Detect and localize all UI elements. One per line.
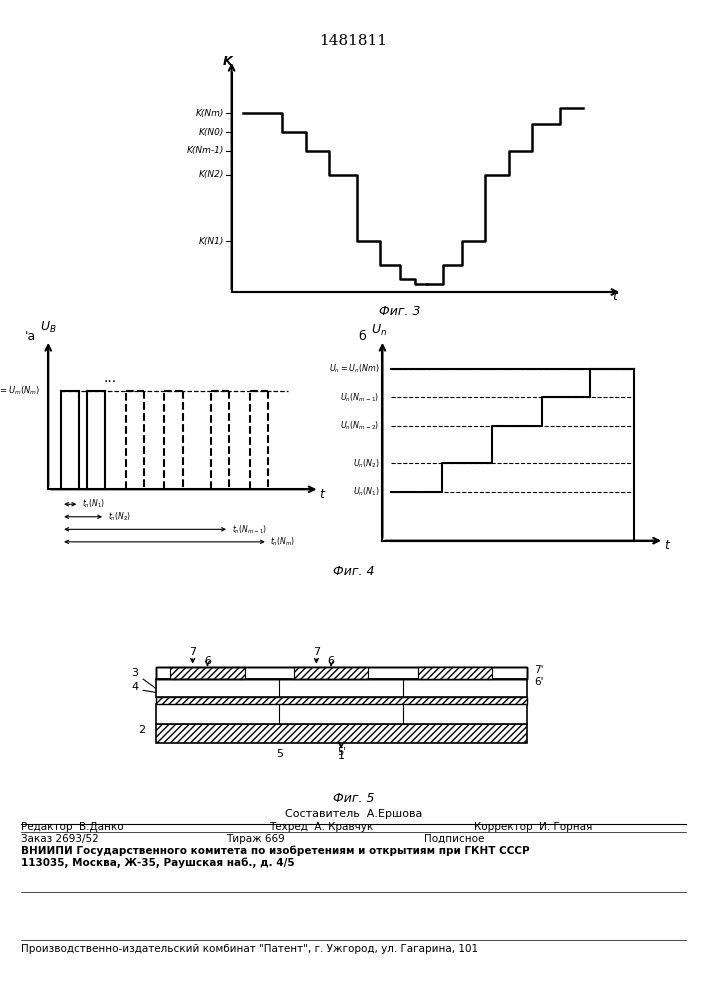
Text: $U_n(N_1)$: $U_n(N_1)$	[353, 486, 380, 498]
Text: 7: 7	[189, 647, 197, 657]
Text: 'а: 'а	[25, 330, 36, 343]
Text: K: K	[223, 55, 233, 68]
Text: K(N1): K(N1)	[199, 237, 224, 246]
Text: $t_n(N_1)$: $t_n(N_1)$	[82, 498, 105, 510]
Text: Фиг. 4: Фиг. 4	[333, 565, 374, 578]
Text: 5': 5'	[337, 747, 346, 757]
Text: 5: 5	[276, 749, 283, 759]
Bar	[156, 697, 527, 704]
Text: t: t	[320, 488, 325, 501]
Text: K(Nm): K(Nm)	[195, 109, 224, 118]
Text: $t_n(N_2)$: $t_n(N_2)$	[107, 511, 131, 523]
Text: K(N0): K(N0)	[199, 127, 224, 136]
Text: 2: 2	[139, 725, 146, 735]
Text: 6': 6'	[534, 677, 544, 687]
Text: б: б	[358, 330, 366, 343]
Bar	[156, 704, 527, 724]
Text: Составитель  А.Ершова: Составитель А.Ершова	[285, 809, 422, 819]
Text: 4: 4	[131, 682, 139, 692]
Text: Заказ 2693/52: Заказ 2693/52	[21, 834, 99, 844]
Text: t: t	[612, 290, 617, 303]
Text: 6: 6	[328, 656, 334, 666]
Text: t: t	[664, 539, 669, 552]
Text: ...: ...	[104, 371, 117, 385]
Text: 3: 3	[132, 668, 139, 678]
Text: 7': 7'	[534, 665, 544, 675]
Bar	[418, 667, 492, 679]
Text: Корректор  И. Горная: Корректор И. Горная	[474, 822, 592, 832]
Text: K(Nm-1): K(Nm-1)	[187, 146, 224, 155]
Text: ВНИИПИ Государственного комитета по изобретениям и открытиям при ГКНТ СССР: ВНИИПИ Государственного комитета по изоб…	[21, 846, 530, 856]
Bar	[156, 679, 527, 697]
Bar	[294, 667, 368, 679]
Bar	[170, 667, 245, 679]
Text: K(N2): K(N2)	[199, 170, 224, 179]
Text: Производственно-издательский комбинат "Патент", г. Ужгород, ул. Гагарина, 101: Производственно-издательский комбинат "П…	[21, 944, 479, 954]
Text: Техред  А. Кравчук: Техред А. Кравчук	[269, 822, 373, 832]
Bar	[156, 667, 527, 679]
Text: 113035, Москва, Ж-35, Раушская наб., д. 4/5: 113035, Москва, Ж-35, Раушская наб., д. …	[21, 857, 295, 868]
Text: $U_n(N_{m-2})$: $U_n(N_{m-2})$	[340, 420, 380, 432]
Text: $U_n(N_{m-1})$: $U_n(N_{m-1})$	[340, 391, 380, 404]
Text: Фиг. 5: Фиг. 5	[333, 792, 374, 805]
Text: $U_n = U_n(Nm)$: $U_n = U_n(Nm)$	[329, 362, 380, 375]
Text: Тираж 669: Тираж 669	[226, 834, 285, 844]
Text: $U_n(N_2)$: $U_n(N_2)$	[353, 457, 380, 470]
Text: 7: 7	[312, 647, 320, 657]
Text: $t_n(N_{m-1})$: $t_n(N_{m-1})$	[232, 523, 267, 536]
Text: $t_n(N_m)$: $t_n(N_m)$	[270, 536, 296, 548]
Text: Подписное: Подписное	[424, 834, 484, 844]
Bar	[156, 667, 527, 679]
Text: 1: 1	[338, 751, 344, 761]
Bar	[156, 667, 527, 679]
Text: Фиг. 3: Фиг. 3	[379, 305, 420, 318]
Text: $U_B$: $U_B$	[40, 320, 57, 335]
Text: 1481811: 1481811	[320, 34, 387, 48]
Text: Редактор  В.Данко: Редактор В.Данко	[21, 822, 124, 832]
Text: $U_n=U_m(N_m)$: $U_n=U_m(N_m)$	[0, 385, 40, 397]
Bar	[156, 724, 527, 743]
Text: $U_n$: $U_n$	[371, 323, 387, 338]
Text: 6: 6	[204, 656, 211, 666]
